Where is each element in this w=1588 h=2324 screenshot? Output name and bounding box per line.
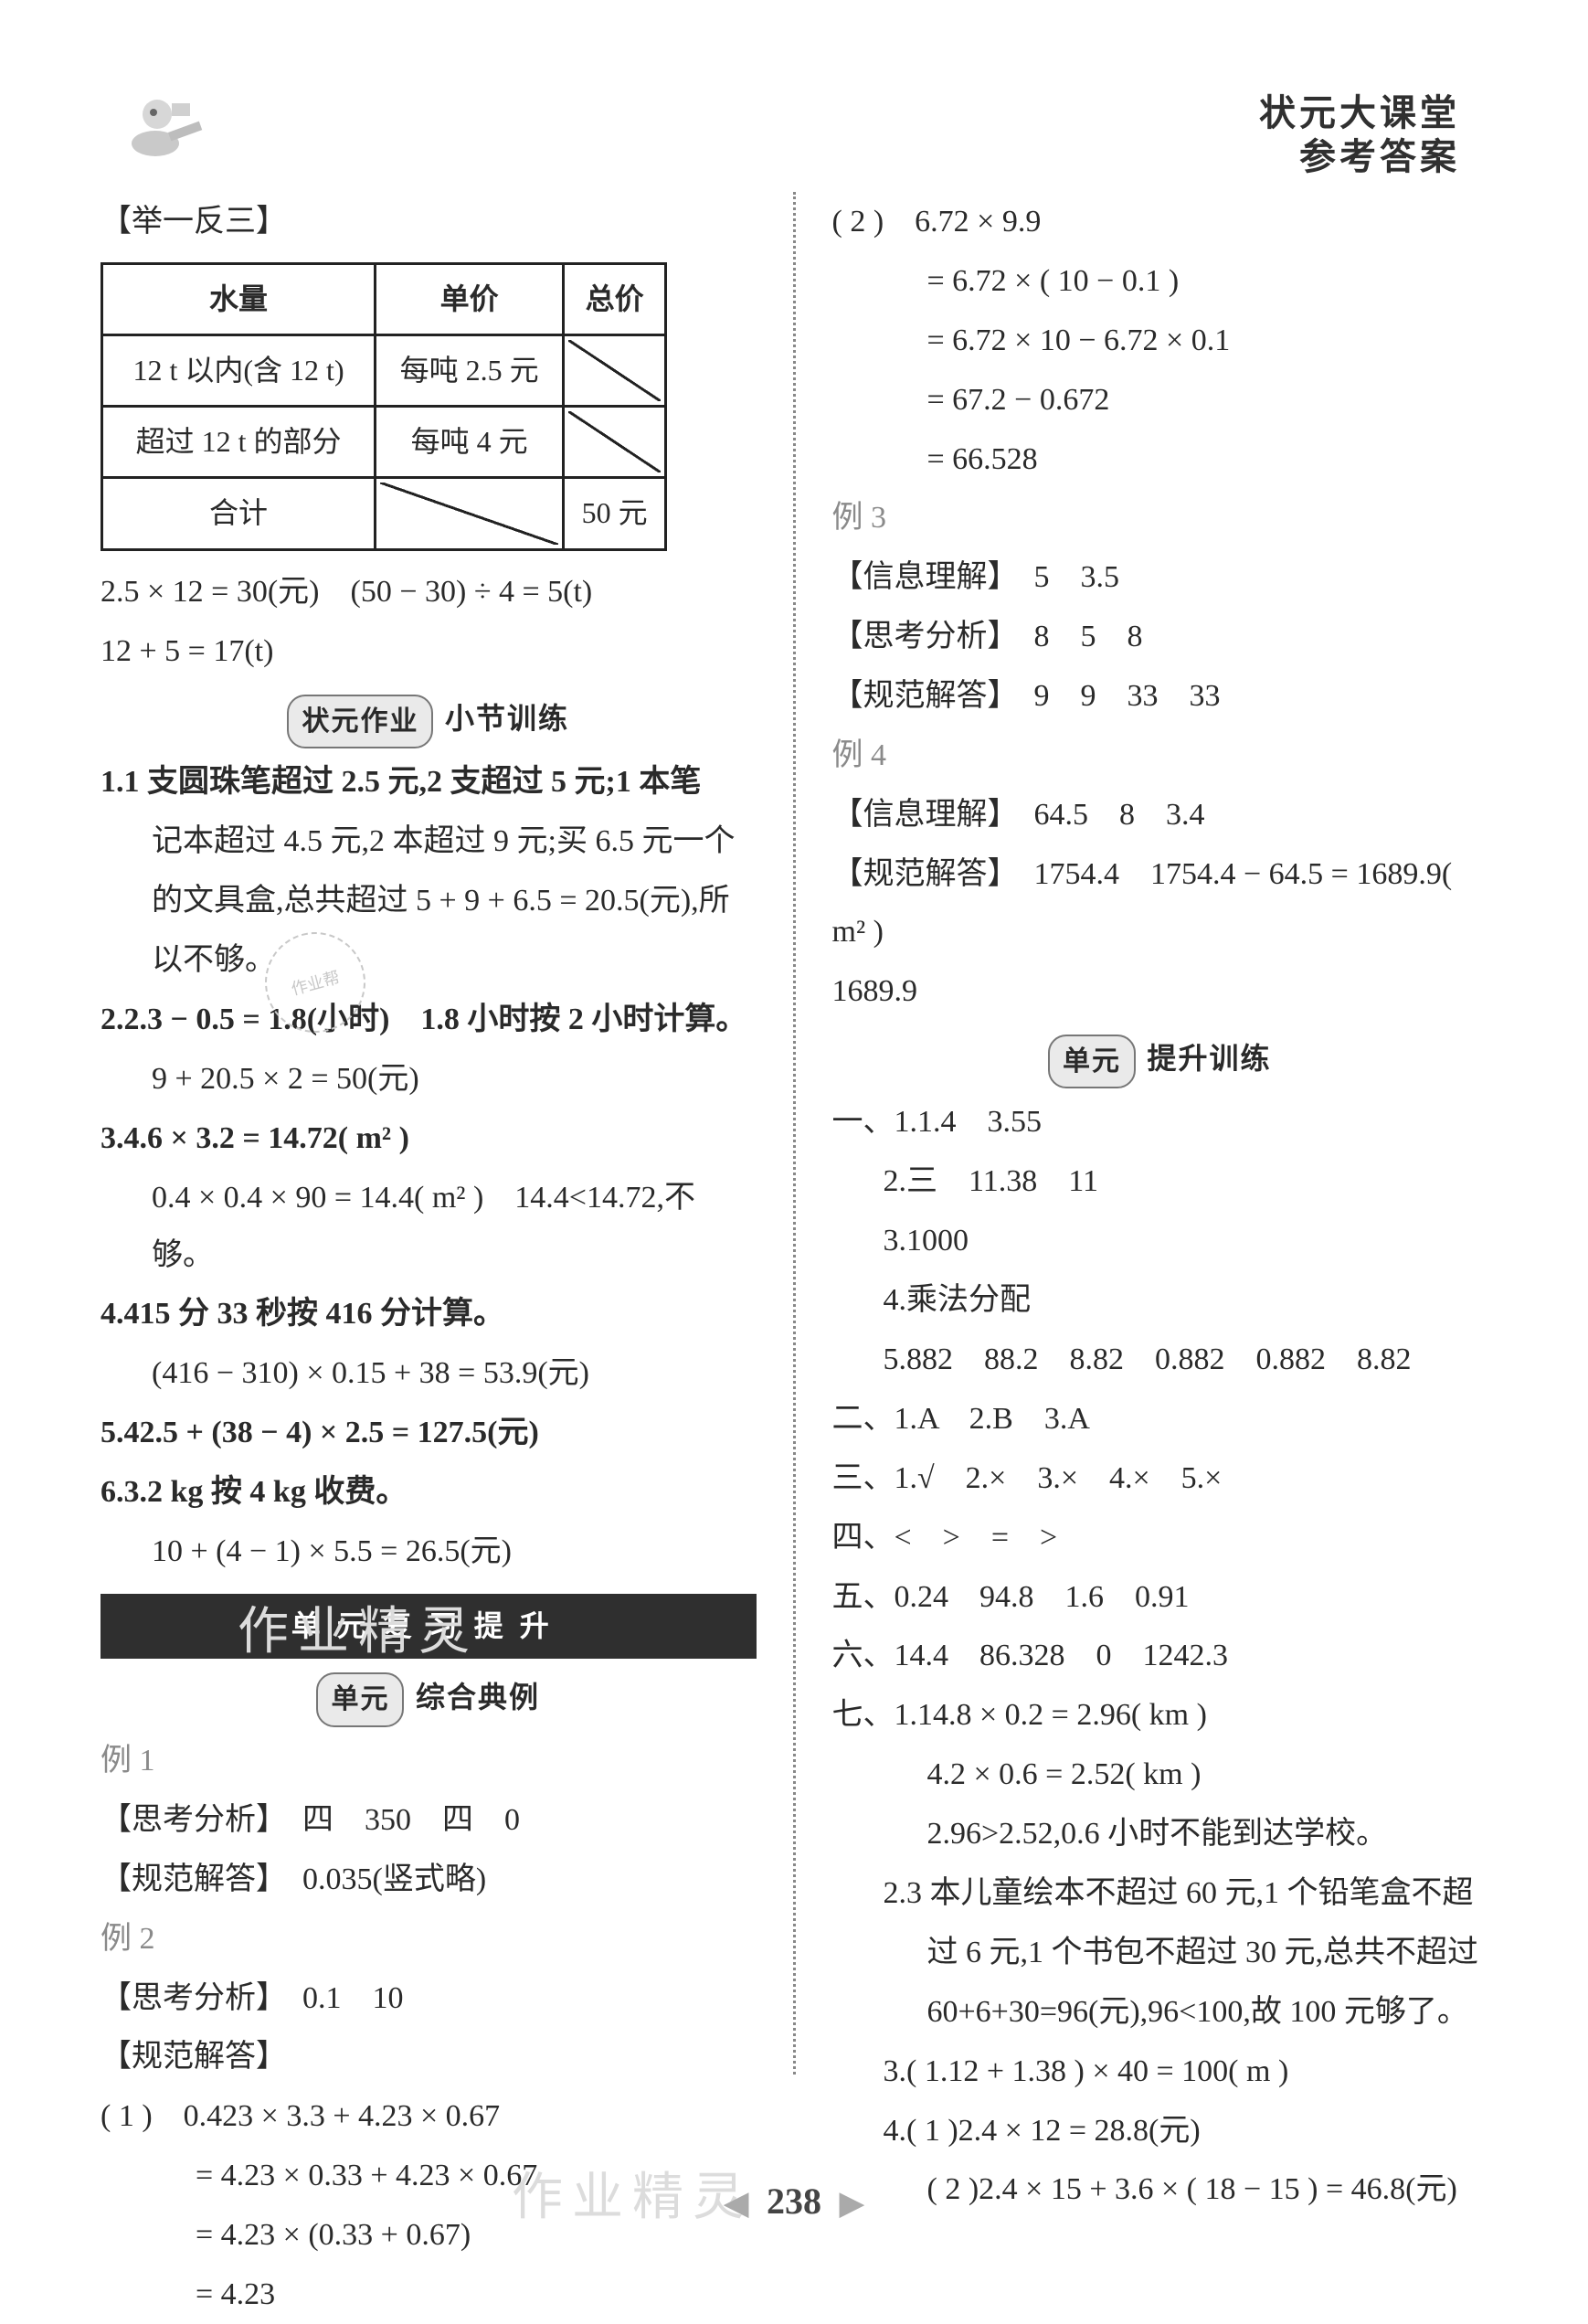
answer-line: ( 2 ) 6.72 × 9.9	[832, 194, 1488, 251]
answer-line: 【思考分析】 8 5 8	[832, 609, 1488, 666]
answer-line: 二、1.A 2.B 3.A	[832, 1391, 1488, 1449]
table-cell: 每吨 2.5 元	[376, 335, 564, 407]
triangle-left-icon: ◀	[725, 2187, 748, 2221]
answer-line: 2.96>2.52,0.6 小时不能到达学校。	[832, 1806, 1488, 1863]
pill-danyuan: 单元	[1048, 1035, 1136, 1089]
answer-line: 5.882 88.2 8.82 0.882 0.882 8.82	[832, 1332, 1488, 1389]
banner-text: 小节训练	[445, 702, 569, 735]
answer-line: 3.4.6 × 3.2 = 14.72( m² )	[101, 1110, 757, 1168]
table-header: 单价	[376, 263, 564, 334]
page-number: ◀ 238 ▶	[0, 2180, 1588, 2223]
answer-line: 9 + 20.5 × 2 = 50(元)	[101, 1051, 757, 1109]
banner-tisheng: 单元 提升训练	[832, 1031, 1488, 1088]
answer-line: 四、< > = >	[832, 1510, 1488, 1567]
right-column: ( 2 ) 6.72 × 9.9 = 6.72 × ( 10 − 0.1 ) =…	[796, 192, 1488, 2075]
answer-line: (416 − 310) × 0.15 + 38 = 53.9(元)	[101, 1345, 757, 1403]
calc-line: 2.5 × 12 = 30(元) (50 − 30) ÷ 4 = 5(t)	[101, 564, 757, 621]
table-cell-diag	[564, 407, 666, 478]
table-cell-diag	[376, 478, 564, 549]
answer-line: 一、1.1.4 3.55	[832, 1094, 1488, 1151]
answer-line: 过 6 元,1 个书包不超过 30 元,总共不超过	[832, 1925, 1488, 1982]
answer-line: 4.415 分 33 秒按 416 分计算。	[101, 1286, 757, 1343]
section-juyifansan: 【举一反三】	[101, 194, 757, 251]
banner-text: 综合典例	[416, 1681, 540, 1714]
mascot-icon	[119, 87, 210, 169]
calc-line: 12 + 5 = 17(t)	[101, 623, 757, 681]
table-row: 12 t 以内(含 12 t) 每吨 2.5 元	[102, 335, 666, 407]
triangle-right-icon: ▶	[840, 2187, 863, 2221]
table-cell: 超过 12 t 的部分	[102, 407, 376, 478]
answer-line: 2.2.3 − 0.5 = 1.8(小时) 1.8 小时按 2 小时计算。	[101, 992, 757, 1049]
answer-line: 3.( 1.12 + 1.38 ) × 40 = 100( m )	[832, 2043, 1488, 2101]
answer-line: 2.三 11.38 11	[832, 1153, 1488, 1211]
book-title-line1: 状元大课堂	[1259, 91, 1460, 135]
answer-line: 1689.9	[832, 963, 1488, 1021]
banner-danyuan: 单元 综合典例	[101, 1670, 757, 1727]
book-title-line2: 参考答案	[1259, 135, 1460, 179]
table-cell-diag	[564, 335, 666, 407]
example-label: 例 4	[832, 727, 1488, 785]
content-columns: 【举一反三】 水量 单价 总价 12 t 以内(含 12 t) 每吨 2.5 元…	[101, 192, 1487, 2075]
answer-line: 6.3.2 kg 按 4 kg 收费。	[101, 1464, 757, 1522]
page-root: 状元大课堂 参考答案 【举一反三】 水量 单价 总价 12 t 以内(含 12 …	[0, 0, 1588, 2266]
table-header: 水量	[102, 263, 376, 334]
table-cell: 12 t 以内(含 12 t)	[102, 335, 376, 407]
answer-line: 4.乘法分配	[832, 1272, 1488, 1330]
answer-line: 2.3 本儿童绘本不超过 60 元,1 个铅笔盒不超	[832, 1865, 1488, 1923]
answer-line: = 4.23	[101, 2266, 757, 2324]
answer-line: 【规范解答】	[101, 2029, 757, 2086]
example-label: 例 2	[101, 1911, 757, 1969]
page-number-value: 238	[767, 2181, 821, 2222]
answer-line: ( 1 ) 0.423 × 3.3 + 4.23 × 0.67	[101, 2088, 757, 2146]
table-row: 超过 12 t 的部分 每吨 4 元	[102, 407, 666, 478]
answer-line: 六、14.4 86.328 0 1242.3	[832, 1628, 1488, 1685]
answer-line: 【信息理解】 64.5 8 3.4	[832, 787, 1488, 844]
water-table: 水量 单价 总价 12 t 以内(含 12 t) 每吨 2.5 元 超过 12 …	[101, 262, 667, 551]
table-cell: 合计	[102, 478, 376, 549]
pill-zhuangyuan: 状元作业	[287, 695, 433, 749]
answer-line: = 67.2 − 0.672	[832, 372, 1488, 430]
answer-line: = 6.72 × ( 10 − 0.1 )	[832, 253, 1488, 311]
table-cell: 50 元	[564, 478, 666, 549]
table-row: 合计 50 元	[102, 478, 666, 549]
answer-line: 60+6+30=96(元),96<100,故 100 元够了。	[832, 1984, 1488, 2042]
answer-line: 【信息理解】 5 3.5	[832, 549, 1488, 607]
answer-line: 4.( 1 )2.4 × 12 = 28.8(元)	[832, 2103, 1488, 2160]
answer-line: 三、1.√ 2.× 3.× 4.× 5.×	[832, 1450, 1488, 1508]
example-label: 例 1	[101, 1733, 757, 1790]
answer-line: = 6.72 × 10 − 6.72 × 0.1	[832, 313, 1488, 370]
book-title: 状元大课堂 参考答案	[1259, 91, 1460, 179]
answer-line: 【规范解答】 9 9 33 33	[832, 668, 1488, 726]
answer-line: 4.2 × 0.6 = 2.52( km )	[832, 1746, 1488, 1804]
unit-review-bar: 单元复习提升	[101, 1594, 757, 1659]
answer-line: 以不够。	[101, 932, 757, 990]
answer-line: 0.4 × 0.4 × 90 = 14.4( m² ) 14.4<14.72,不…	[101, 1170, 757, 1285]
answer-line: 七、1.14.8 × 0.2 = 2.96( km )	[832, 1687, 1488, 1745]
answer-line: 5.42.5 + (38 − 4) × 2.5 = 127.5(元)	[101, 1405, 757, 1462]
answer-line: 记本超过 4.5 元,2 本超过 9 元;买 6.5 元一个	[101, 813, 757, 871]
answer-line: 【规范解答】 1754.4 1754.4 − 64.5 = 1689.9( m²…	[832, 846, 1488, 961]
answer-line: 五、0.24 94.8 1.6 0.91	[832, 1569, 1488, 1627]
answer-line: 1.1 支圆珠笔超过 2.5 元,2 支超过 5 元;1 本笔	[101, 754, 757, 812]
banner-text: 提升训练	[1147, 1042, 1271, 1075]
answer-line: 10 + (4 − 1) × 5.5 = 26.5(元)	[101, 1523, 757, 1581]
pill-danyuan: 单元	[316, 1672, 404, 1727]
answer-line: 【规范解答】 0.035(竖式略)	[101, 1852, 757, 1909]
answer-line: 【思考分析】 0.1 10	[101, 1970, 757, 2028]
left-column: 【举一反三】 水量 单价 总价 12 t 以内(含 12 t) 每吨 2.5 元…	[101, 192, 793, 2075]
answer-line: 3.1000	[832, 1213, 1488, 1270]
answer-line: 【思考分析】 四 350 四 0	[101, 1792, 757, 1850]
example-label: 例 3	[832, 490, 1488, 547]
answer-line: = 66.528	[832, 431, 1488, 489]
banner-zuoye: 状元作业 小节训练	[101, 691, 757, 748]
table-header: 总价	[564, 263, 666, 334]
answer-line: 的文具盒,总共超过 5 + 9 + 6.5 = 20.5(元),所	[101, 873, 757, 930]
table-cell: 每吨 4 元	[376, 407, 564, 478]
